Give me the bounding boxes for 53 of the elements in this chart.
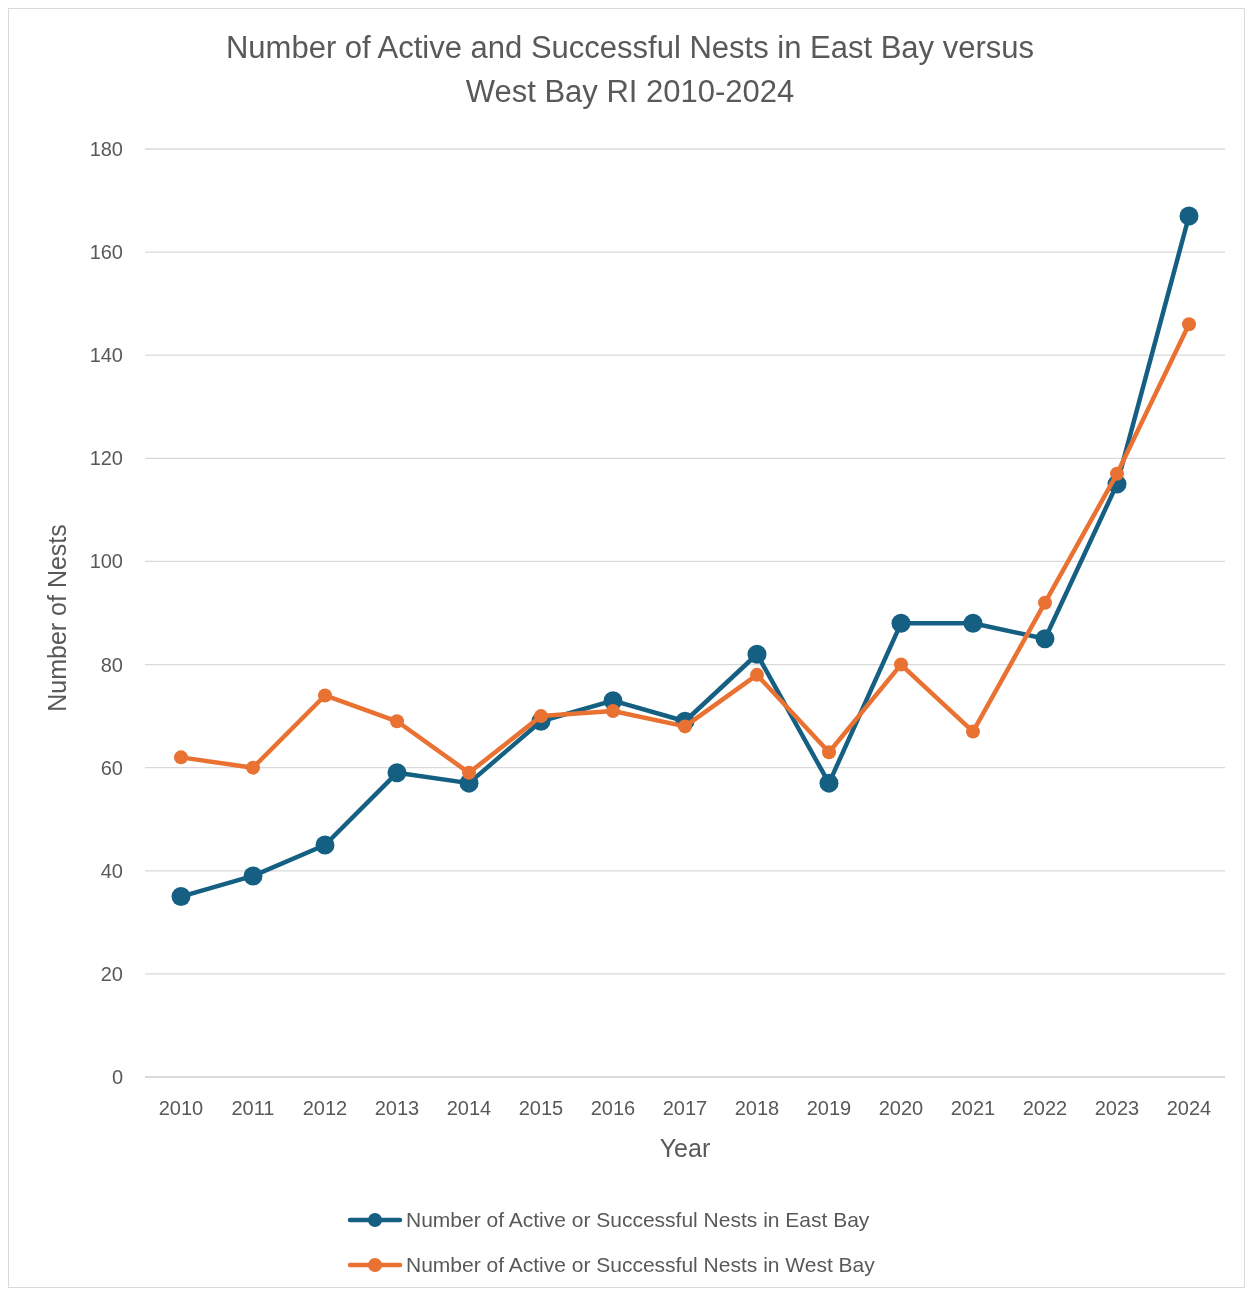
y-tick-label: 100 (89, 550, 123, 573)
x-tick-label: 2018 (734, 1097, 780, 1119)
point (318, 688, 332, 703)
point (1035, 629, 1055, 649)
x-tick-label: 2012 (302, 1097, 348, 1119)
point (747, 644, 767, 664)
x-tick-label: 2019 (806, 1097, 852, 1119)
x-tick-label: 2022 (1022, 1097, 1068, 1119)
point (315, 835, 335, 855)
point (171, 887, 191, 907)
point (822, 745, 836, 760)
x-tick-label: 2020 (878, 1097, 924, 1119)
y-tick-label: 120 (89, 447, 123, 470)
x-tick-label: 2015 (518, 1097, 564, 1119)
x-tick-label: 2023 (1094, 1097, 1140, 1119)
point (1110, 466, 1124, 481)
x-tick-label: 2014 (446, 1097, 492, 1119)
y-tick-label: 40 (100, 859, 123, 882)
point (246, 760, 260, 775)
point (1179, 206, 1199, 226)
legend-label: Number of Active or Successful Nests in West Bay (406, 1253, 876, 1276)
x-tick-label: 2011 (231, 1097, 275, 1119)
point (390, 714, 404, 729)
point (819, 773, 839, 793)
point (606, 703, 620, 718)
y-tick-label: 60 (100, 756, 123, 779)
y-tick-label: 80 (100, 653, 123, 676)
point (462, 765, 476, 780)
x-tick-label: 2013 (374, 1097, 420, 1119)
point (243, 866, 263, 886)
x-tick-label: 2010 (158, 1097, 204, 1119)
y-tick-label: 140 (89, 344, 123, 367)
x-tick-label: 2016 (590, 1097, 636, 1119)
chart-title: Number of Active and Successful Nests in East Bay versus West Bay RI 2010-2024 (225, 30, 1035, 109)
y-tick-label: 20 (100, 962, 123, 985)
point (894, 657, 908, 672)
point (174, 750, 188, 765)
x-tick-label: 2021 (950, 1097, 996, 1119)
y-tick-label: 0 (111, 1066, 123, 1088)
point (750, 667, 764, 682)
y-tick-label: 180 (89, 138, 123, 160)
point (387, 763, 407, 783)
x-tick-label: 2017 (662, 1097, 708, 1119)
point (963, 613, 983, 633)
legend-label: Number of Active or Successful Nests in East Bay (406, 1208, 870, 1231)
y-axis-title: Number of Nests (43, 524, 71, 712)
point (891, 613, 911, 633)
point (966, 724, 980, 739)
y-tick-label: 160 (89, 241, 123, 264)
point (1038, 595, 1052, 610)
x-tick-label: 2024 (1166, 1097, 1212, 1119)
point (1182, 317, 1196, 332)
x-axis-title: Year (659, 1134, 711, 1162)
